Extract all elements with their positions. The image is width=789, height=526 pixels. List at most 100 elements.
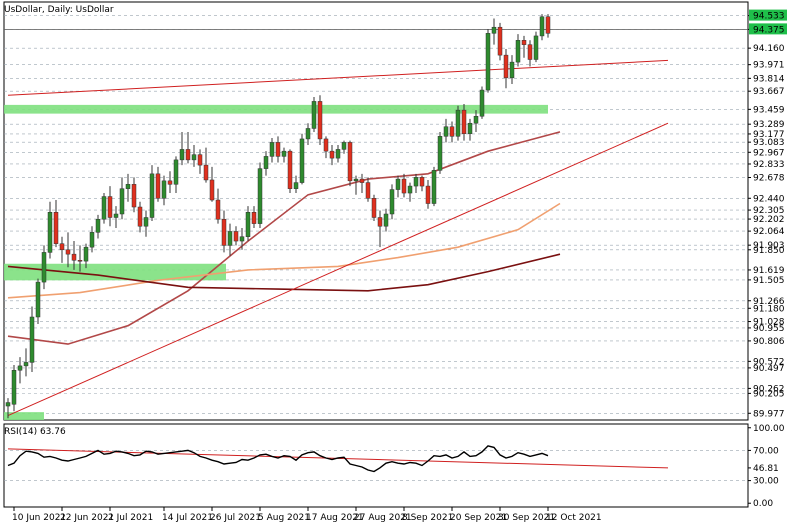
candle-body bbox=[323, 138, 329, 152]
price-tick-label: 91.850 bbox=[753, 246, 785, 256]
candle-body bbox=[347, 142, 353, 182]
candle-body bbox=[185, 149, 191, 161]
price-axis: 94.533 94.375 94.160 93.971 93.814 93.667 93.4… bbox=[748, 9, 787, 419]
candle-body bbox=[281, 150, 287, 157]
candle-body bbox=[473, 115, 479, 124]
support-zone bbox=[4, 104, 548, 114]
candle-body bbox=[359, 178, 365, 183]
highlight-level-box bbox=[749, 23, 787, 35]
candle-body bbox=[371, 198, 377, 218]
price-tick-label: 93.289 bbox=[753, 120, 785, 130]
candle-body bbox=[47, 212, 53, 253]
moving-average-line bbox=[7, 253, 561, 292]
candle-body bbox=[545, 16, 551, 34]
date-tick-label: 12 Oct 2021 bbox=[546, 513, 602, 523]
candle-body bbox=[263, 156, 269, 169]
candle-body bbox=[83, 246, 89, 262]
candle-body bbox=[149, 173, 155, 218]
candle-body bbox=[365, 182, 371, 199]
date-tick-label: 30 Sep 2021 bbox=[498, 513, 555, 523]
candle-body bbox=[293, 182, 299, 189]
candle-body bbox=[239, 236, 245, 242]
candle-body bbox=[485, 33, 491, 91]
price-tick-label: 92.967 bbox=[753, 148, 785, 158]
candle-body bbox=[335, 149, 341, 159]
candle-body bbox=[167, 180, 173, 185]
candle-body bbox=[437, 136, 443, 171]
candle-body bbox=[101, 196, 107, 220]
chart-title: UsDollar, Daily: UsDollar bbox=[4, 5, 114, 15]
date-tick-label: 17 Aug 2021 bbox=[306, 513, 364, 523]
price-tick-label: 90.497 bbox=[753, 364, 785, 374]
price-tick-label: 90.205 bbox=[753, 389, 785, 399]
candle-body bbox=[353, 178, 359, 182]
date-tick-label: 8 Sep 2021 bbox=[402, 513, 453, 523]
candle-body bbox=[515, 40, 521, 63]
date-tick-label: 14 Jul 2021 bbox=[162, 513, 213, 523]
price-tick-label: 91.619 bbox=[753, 266, 785, 276]
candle-body bbox=[389, 189, 395, 215]
candle-body bbox=[233, 231, 239, 242]
candle-body bbox=[197, 154, 203, 166]
candle-body bbox=[479, 89, 485, 117]
candle-body bbox=[395, 178, 401, 190]
price-tick-label: 90.262 bbox=[753, 384, 785, 394]
candle-body bbox=[137, 206, 143, 227]
rsi-tick-label: 30.00 bbox=[753, 477, 779, 487]
candle-body bbox=[215, 199, 221, 220]
candle-body bbox=[35, 281, 41, 318]
candle-body bbox=[467, 122, 473, 134]
candle-body bbox=[17, 365, 23, 371]
candle-body bbox=[65, 249, 71, 255]
price-tick-label: 94.160 bbox=[753, 44, 785, 54]
candle-body bbox=[539, 16, 545, 37]
rsi-title: RSI(14) 63.76 bbox=[4, 427, 66, 437]
rsi-line bbox=[7, 445, 549, 473]
price-tick-label: 90.572 bbox=[753, 357, 785, 367]
candle-body bbox=[77, 260, 83, 262]
price-tick-label: 91.903 bbox=[753, 241, 785, 251]
rsi-tick-label: 70.00 bbox=[753, 446, 779, 456]
candle-body bbox=[113, 213, 119, 218]
candle-body bbox=[503, 54, 509, 79]
candle-body bbox=[23, 362, 29, 367]
moving-average-lines bbox=[7, 131, 561, 345]
candle-body bbox=[461, 109, 467, 134]
candle-body bbox=[227, 231, 233, 246]
current-price-label: 94.533 bbox=[753, 12, 785, 22]
price-tick-label: 92.064 bbox=[753, 227, 785, 237]
date-tick-label: 27 Aug 2021 bbox=[354, 513, 412, 523]
trend-lines bbox=[7, 59, 669, 417]
candle-body bbox=[497, 26, 503, 56]
candle-body bbox=[71, 253, 77, 261]
candle-body bbox=[425, 185, 431, 204]
rsi-tick-label: 0.00 bbox=[753, 499, 773, 509]
trend-line bbox=[7, 59, 669, 96]
candle-body bbox=[251, 212, 257, 224]
highlight-level-label: 94.375 bbox=[753, 25, 785, 35]
price-tick-label: 90.955 bbox=[753, 324, 785, 334]
date-tick-label: 5 Aug 2021 bbox=[258, 513, 310, 523]
candle-body bbox=[257, 168, 263, 224]
date-tick-label: 2 Jul 2021 bbox=[108, 513, 153, 523]
candle-body bbox=[191, 154, 197, 161]
candle-body bbox=[377, 217, 383, 227]
candle-body bbox=[221, 218, 227, 246]
support-zone bbox=[4, 412, 44, 420]
date-tick-label: 10 Jun 2021 bbox=[12, 513, 66, 523]
candle-body bbox=[29, 316, 35, 363]
candle-body bbox=[245, 212, 251, 237]
date-tick-label: 22 Jun 2021 bbox=[60, 513, 114, 523]
price-tick-label: 93.971 bbox=[753, 61, 785, 71]
price-tick-label: 93.667 bbox=[753, 87, 785, 97]
price-tick-label: 93.083 bbox=[753, 138, 785, 148]
candle-body bbox=[11, 369, 17, 405]
price-tick-label: 91.028 bbox=[753, 318, 785, 328]
trend-line bbox=[7, 122, 669, 417]
price-tick-label: 90.806 bbox=[753, 337, 785, 347]
price-tick-label: 92.678 bbox=[753, 174, 785, 184]
candle-body bbox=[155, 173, 161, 199]
moving-average-line bbox=[7, 131, 561, 345]
candle-body bbox=[401, 178, 407, 194]
candle-body bbox=[173, 159, 179, 185]
